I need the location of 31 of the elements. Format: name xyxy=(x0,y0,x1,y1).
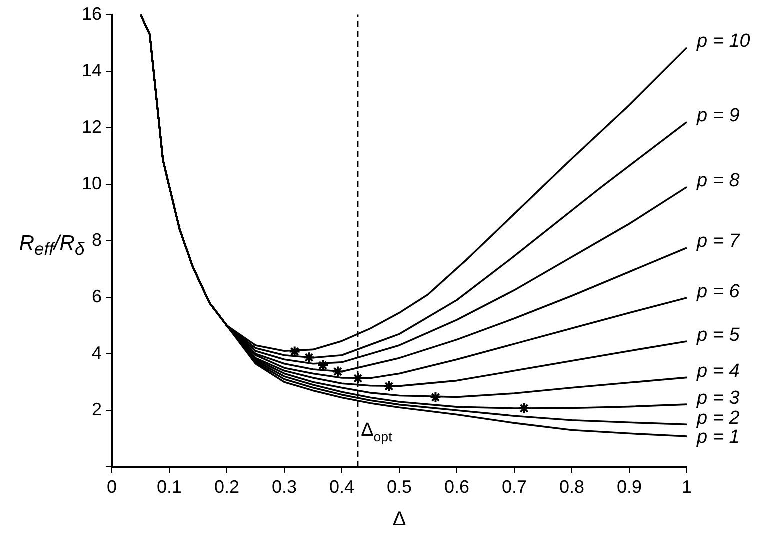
x-tick-label: 0.5 xyxy=(386,476,412,497)
series-label: p = 9 xyxy=(696,105,740,126)
series-label: p = 7 xyxy=(696,231,742,252)
x-tick-label: 0.7 xyxy=(502,476,528,497)
x-tick-label: 0.1 xyxy=(156,476,182,497)
y-tick-label: 16 xyxy=(82,4,102,24)
y-tick-label: 4 xyxy=(92,342,102,363)
series-label: p = 8 xyxy=(696,170,740,192)
x-tick-label: 0 xyxy=(106,476,118,497)
series-label: p = 5 xyxy=(696,324,740,346)
y-tick-label: 6 xyxy=(92,286,102,306)
y-tick-label: 14 xyxy=(82,60,102,80)
y-tick-label: 12 xyxy=(82,116,102,137)
x-tick-label: 0.9 xyxy=(616,476,642,497)
series-label: p = 1 xyxy=(696,426,740,448)
x-tick-label: 0.8 xyxy=(559,476,585,497)
x-tick-label: 0.2 xyxy=(214,476,240,497)
series-label: p = 10 xyxy=(696,31,751,52)
series-label: p = 4 xyxy=(696,360,740,382)
x-tick-label: 0.4 xyxy=(329,476,355,497)
y-tick-label: 8 xyxy=(92,230,102,250)
series-label: p = 6 xyxy=(696,281,740,302)
y-tick-label: 2 xyxy=(92,399,102,420)
series-label: p = 3 xyxy=(696,388,740,409)
x-tick-label: 0.3 xyxy=(272,476,298,497)
y-axis-title: R$_{eff}$/R$_{δ}$ xyxy=(19,232,85,260)
series-label: p = 2 xyxy=(696,408,740,429)
x-tick-label: 0.6 xyxy=(444,476,470,497)
x-tick-label: 1 xyxy=(682,476,692,497)
y-tick-label: 10 xyxy=(82,173,102,194)
x-axis-title: Δ xyxy=(392,508,406,531)
